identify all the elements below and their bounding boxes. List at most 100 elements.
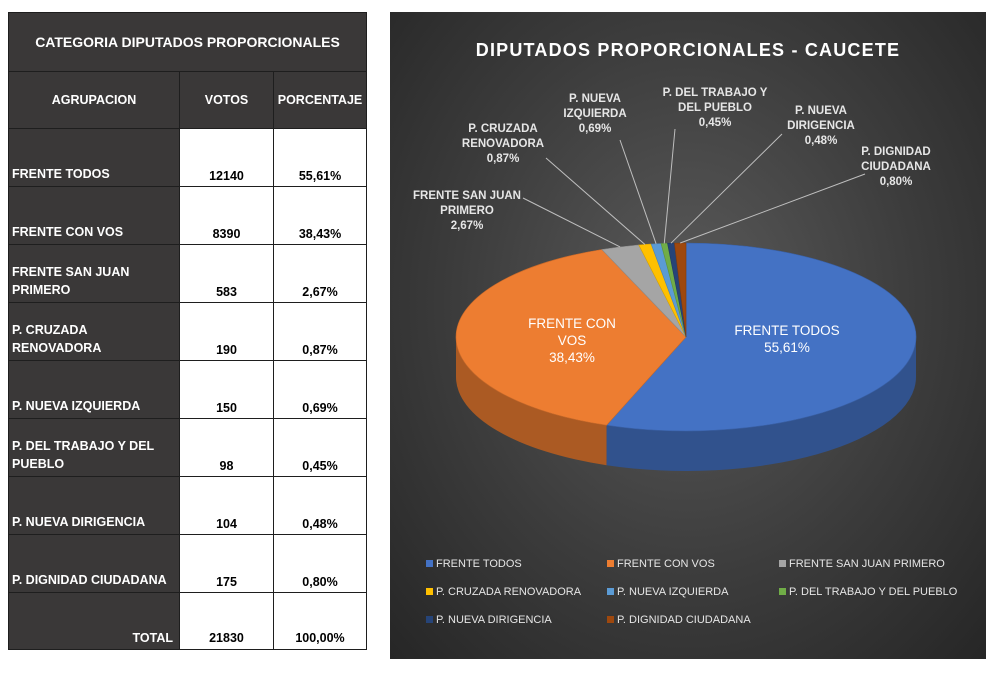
- percentage-cell: 0,45%: [272, 418, 368, 477]
- table-row: FRENTE SAN JUAN PRIMERO 583 2,67%: [8, 244, 368, 303]
- slice-label-line: 55,61%: [764, 340, 810, 355]
- percentage-cell: 0,80%: [272, 534, 368, 593]
- slice-label-line: VOS: [557, 333, 587, 348]
- slice-label-line: 0,87%: [486, 153, 520, 165]
- party-name-cell: P. DEL TRABAJO Y DEL PUEBLO: [8, 418, 180, 477]
- legend-label: P. DIGNIDAD CIUDADANA: [617, 614, 751, 626]
- pie-chart: [455, 128, 917, 471]
- percentage-cell: 0,48%: [272, 476, 368, 535]
- slice-label-line: FRENTE CON: [528, 316, 616, 331]
- legend-item: P. DIGNIDAD CIUDADANA: [607, 614, 751, 626]
- results-table-body: CATEGORIA DIPUTADOS PROPORCIONALES AGRUP…: [7, 12, 368, 650]
- slice-label-line: RENOVADORA: [461, 138, 545, 150]
- slice-label-line: DEL PUEBLO: [678, 102, 752, 114]
- legend-swatch: [426, 616, 433, 623]
- legend-label: P. NUEVA IZQUIERDA: [617, 586, 729, 598]
- slice-label-line: P. DIGNIDAD: [861, 146, 931, 158]
- leader-line-4: [619, 139, 657, 244]
- leader-line-6: [670, 133, 783, 244]
- slice-label-line: P. NUEVA: [795, 105, 847, 117]
- table-row: P. NUEVA DIRIGENCIA 104 0,48%: [8, 476, 368, 535]
- leader-line-3: [545, 157, 646, 245]
- pie-slice-side-1: [456, 337, 607, 466]
- slice-label-line: 0,69%: [578, 123, 612, 135]
- legend-item: FRENTE SAN JUAN PRIMERO: [779, 558, 945, 570]
- votes-cell: 190: [179, 302, 274, 361]
- slice-label-line: 38,43%: [549, 350, 595, 365]
- legend-swatch: [607, 588, 614, 595]
- leader-line-7: [680, 173, 866, 244]
- legend-label: P. NUEVA DIRIGENCIA: [436, 614, 552, 626]
- table-row: FRENTE CON VOS 8390 38,43%: [8, 186, 368, 245]
- legend-swatch: [779, 588, 786, 595]
- legend-swatch: [426, 560, 433, 567]
- slice-label-line: DIRIGENCIA: [787, 120, 855, 132]
- votes-cell: 150: [179, 360, 274, 419]
- pie-slice-0: [605, 242, 917, 432]
- header-votos: VOTOS: [179, 71, 274, 129]
- slice-label-3: P. CRUZADA RENOVADORA 0,87%: [462, 122, 544, 167]
- party-name-cell: FRENTE TODOS: [8, 128, 180, 187]
- slice-label-line: FRENTE SAN JUAN: [413, 190, 521, 202]
- party-name-cell: P. NUEVA IZQUIERDA: [8, 360, 180, 419]
- slice-label-line: 0,48%: [804, 135, 838, 147]
- total-percentage-cell: 100,00%: [272, 592, 368, 650]
- slice-label-6: P. NUEVA DIRIGENCIA 0,48%: [787, 104, 855, 149]
- table-header-row: AGRUPACION VOTOS PORCENTAJE: [8, 71, 368, 129]
- slice-label-line: P. DEL TRABAJO Y: [662, 87, 768, 99]
- votes-cell: 8390: [179, 186, 274, 245]
- total-votes-cell: 21830: [179, 592, 274, 650]
- votes-cell: 104: [179, 476, 274, 535]
- legend-swatch: [607, 560, 614, 567]
- legend-label: FRENTE SAN JUAN PRIMERO: [789, 558, 945, 570]
- slice-label-0: FRENTE TODOS 55,61%: [734, 322, 839, 356]
- votes-cell: 12140: [179, 128, 274, 187]
- total-label-cell: TOTAL: [8, 592, 180, 650]
- table-row: P. NUEVA IZQUIERDA 150 0,69%: [8, 360, 368, 419]
- legend-swatch: [426, 588, 433, 595]
- leader-line-5: [663, 128, 676, 244]
- slice-label-line: FRENTE TODOS: [734, 323, 840, 338]
- slice-label-line: 0,80%: [879, 176, 913, 188]
- slice-label-5: P. DEL TRABAJO Y DEL PUEBLO 0,45%: [663, 86, 768, 131]
- party-name-cell: FRENTE SAN JUAN PRIMERO: [8, 244, 180, 303]
- pie-slice-side-0: [606, 337, 916, 471]
- legend-label: FRENTE CON VOS: [617, 558, 715, 570]
- header-porcentaje: PORCENTAJE: [272, 71, 368, 129]
- party-name-cell: P. CRUZADA RENOVADORA: [8, 302, 180, 361]
- slice-label-line: 2,67%: [450, 220, 484, 232]
- legend-label: P. CRUZADA RENOVADORA: [436, 586, 582, 598]
- table-row: FRENTE TODOS 12140 55,61%: [8, 128, 368, 187]
- pie-slice-1: [455, 249, 687, 426]
- votes-cell: 98: [179, 418, 274, 477]
- legend-item: P. DEL TRABAJO Y DEL PUEBLO: [779, 586, 957, 598]
- legend-item: P. NUEVA IZQUIERDA: [607, 586, 728, 598]
- legend-item: P. NUEVA DIRIGENCIA: [426, 614, 552, 626]
- legend-swatch: [779, 560, 786, 567]
- slice-label-1: FRENTE CON VOS 38,43%: [528, 315, 616, 366]
- slice-label-line: IZQUIERDA: [563, 108, 627, 120]
- legend-label: P. DEL TRABAJO Y DEL PUEBLO: [789, 586, 958, 598]
- legend-label: FRENTE TODOS: [436, 558, 522, 570]
- percentage-cell: 0,69%: [272, 360, 368, 419]
- slice-label-line: P. NUEVA: [569, 93, 621, 105]
- percentage-cell: 55,61%: [272, 128, 368, 187]
- percentage-cell: 38,43%: [272, 186, 368, 245]
- slice-label-line: CIUDADANA: [861, 161, 931, 173]
- slice-label-line: P. CRUZADA: [468, 123, 538, 135]
- table-row: P. DEL TRABAJO Y DEL PUEBLO 98 0,45%: [8, 418, 368, 477]
- chart-panel: DIPUTADOS PROPORCIONALES - CAUCETE FRENT…: [390, 12, 986, 659]
- slice-label-4: P. NUEVA IZQUIERDA 0,69%: [563, 92, 626, 137]
- table-row: P. CRUZADA RENOVADORA 190 0,87%: [8, 302, 368, 361]
- legend-swatch: [607, 616, 614, 623]
- total-row: TOTAL 21830 100,00%: [8, 592, 368, 650]
- percentage-cell: 2,67%: [272, 244, 368, 303]
- leader-line-2: [522, 197, 621, 248]
- slice-label-2: FRENTE SAN JUAN PRIMERO 2,67%: [413, 189, 521, 234]
- percentage-cell: 0,87%: [272, 302, 368, 361]
- slice-label-7: P. DIGNIDAD CIUDADANA 0,80%: [861, 145, 931, 190]
- votes-cell: 583: [179, 244, 274, 303]
- results-table: CATEGORIA DIPUTADOS PROPORCIONALES AGRUP…: [7, 12, 368, 650]
- legend-item: FRENTE TODOS: [426, 558, 522, 570]
- party-name-cell: P. DIGNIDAD CIUDADANA: [8, 534, 180, 593]
